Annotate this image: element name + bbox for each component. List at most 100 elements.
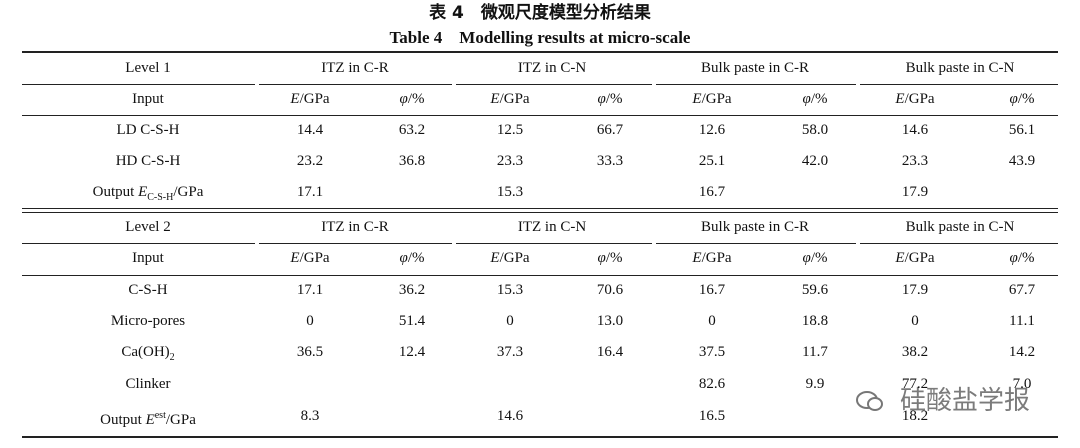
rule <box>22 208 1058 209</box>
cell: 42.0 <box>801 153 829 169</box>
sub-header: E/GPa <box>290 89 329 109</box>
text-part: E <box>145 412 155 428</box>
group-header: Bulk paste in C-R <box>701 60 809 76</box>
cell: 70.6 <box>596 282 624 298</box>
cell: 82.6 <box>698 376 726 392</box>
cell: 15.3 <box>496 282 524 298</box>
rule <box>22 436 1058 438</box>
cell: 58.0 <box>801 122 829 138</box>
title-zh: 表 4 微观尺度模型分析结果 <box>429 3 651 23</box>
cell: 16.4 <box>596 344 624 360</box>
text-part: HD C-S-H <box>115 153 181 169</box>
sub-header: E/GPa <box>895 248 934 268</box>
rule <box>22 84 255 85</box>
row-label: Micro-pores <box>111 311 185 331</box>
text-part: E <box>895 250 905 266</box>
text-part: /GPa <box>173 184 204 200</box>
text-part: /GPa <box>904 91 935 107</box>
rule <box>22 212 1058 213</box>
cell: 17.9 <box>901 184 929 200</box>
text-part: C-S-H <box>128 282 168 298</box>
rule <box>656 243 856 244</box>
text-part: LD C-S-H <box>116 122 180 138</box>
row-label: HD C-S-H <box>116 151 181 171</box>
cell: 17.1 <box>296 184 324 200</box>
text-part: φ <box>802 91 811 107</box>
text-part: E <box>290 250 300 266</box>
sub-header: E/GPa <box>895 89 934 109</box>
group-header: ITZ in C-N <box>517 219 587 235</box>
text-part: /GPa <box>165 412 196 428</box>
text-part: /GPa <box>499 91 530 107</box>
cell: 9.9 <box>805 376 825 392</box>
cell: 59.6 <box>801 282 829 298</box>
text-part: /% <box>605 91 623 107</box>
text-part: /GPa <box>299 250 330 266</box>
sub-header: E/GPa <box>490 89 529 109</box>
group-header: Bulk paste in C-N <box>905 60 1015 76</box>
row-label: C-S-H <box>128 280 167 300</box>
cell: 0 <box>911 313 919 329</box>
cell: 7.0 <box>1012 376 1032 392</box>
row-label: Output Eest/GPa <box>100 406 196 430</box>
sub-header: φ/% <box>400 248 425 268</box>
watermark: 硅酸盐学报 <box>899 386 1031 416</box>
text-part: /GPa <box>299 91 330 107</box>
text-part: φ <box>1009 91 1018 107</box>
cell: 12.5 <box>496 122 524 138</box>
cell: 33.3 <box>596 153 624 169</box>
sub-header: φ/% <box>400 89 425 109</box>
cell: 12.6 <box>698 122 726 138</box>
text-part: E <box>692 91 702 107</box>
group-header: Bulk paste in C-N <box>905 219 1015 235</box>
text-part: E <box>490 250 500 266</box>
cell: 18.8 <box>801 313 829 329</box>
cell: 13.0 <box>596 313 624 329</box>
text-part: Micro-pores <box>110 313 186 329</box>
cell: 23.3 <box>901 153 929 169</box>
cell: 23.2 <box>296 153 324 169</box>
rule <box>22 243 255 244</box>
text-part: /GPa <box>701 91 732 107</box>
text-part: C-S-H <box>147 192 174 203</box>
cell: 56.1 <box>1008 122 1036 138</box>
text-part: /% <box>407 250 425 266</box>
text-part: E <box>138 184 148 200</box>
rule <box>860 243 1058 244</box>
level-label: Level 1 <box>125 60 171 76</box>
cell: 0 <box>506 313 514 329</box>
sub-header: E/GPa <box>290 248 329 268</box>
text-part: /% <box>605 250 623 266</box>
cell: 15.3 <box>496 184 524 200</box>
cell: 25.1 <box>698 153 726 169</box>
text-part: est <box>154 410 166 421</box>
cell: 36.5 <box>296 344 324 360</box>
cell: 16.5 <box>698 408 726 424</box>
sub-header: E/GPa <box>692 248 731 268</box>
text-part: φ <box>1009 250 1018 266</box>
title-en: Table 4 Modelling results at micro-scale <box>389 28 691 47</box>
text-part: E <box>692 250 702 266</box>
cell: 37.3 <box>496 344 524 360</box>
input-label: Input <box>132 91 164 107</box>
sub-header: φ/% <box>598 89 623 109</box>
cell: 14.4 <box>296 122 324 138</box>
cell: 14.6 <box>901 122 929 138</box>
text-part: φ <box>597 250 606 266</box>
text-part: φ <box>399 250 408 266</box>
cell: 36.2 <box>398 282 426 298</box>
watermark-icon <box>856 391 883 411</box>
text-part: Clinker <box>125 376 171 392</box>
group-header: ITZ in C-N <box>517 60 587 76</box>
text-part: E <box>490 91 500 107</box>
rule <box>656 84 856 85</box>
rule <box>259 84 452 85</box>
cell: 17.9 <box>901 282 929 298</box>
text-part: /GPa <box>701 250 732 266</box>
cell: 37.5 <box>698 344 726 360</box>
sub-header: φ/% <box>803 248 828 268</box>
cell: 0 <box>306 313 314 329</box>
cell: 16.7 <box>698 184 726 200</box>
cell: 77.2 <box>901 376 929 392</box>
